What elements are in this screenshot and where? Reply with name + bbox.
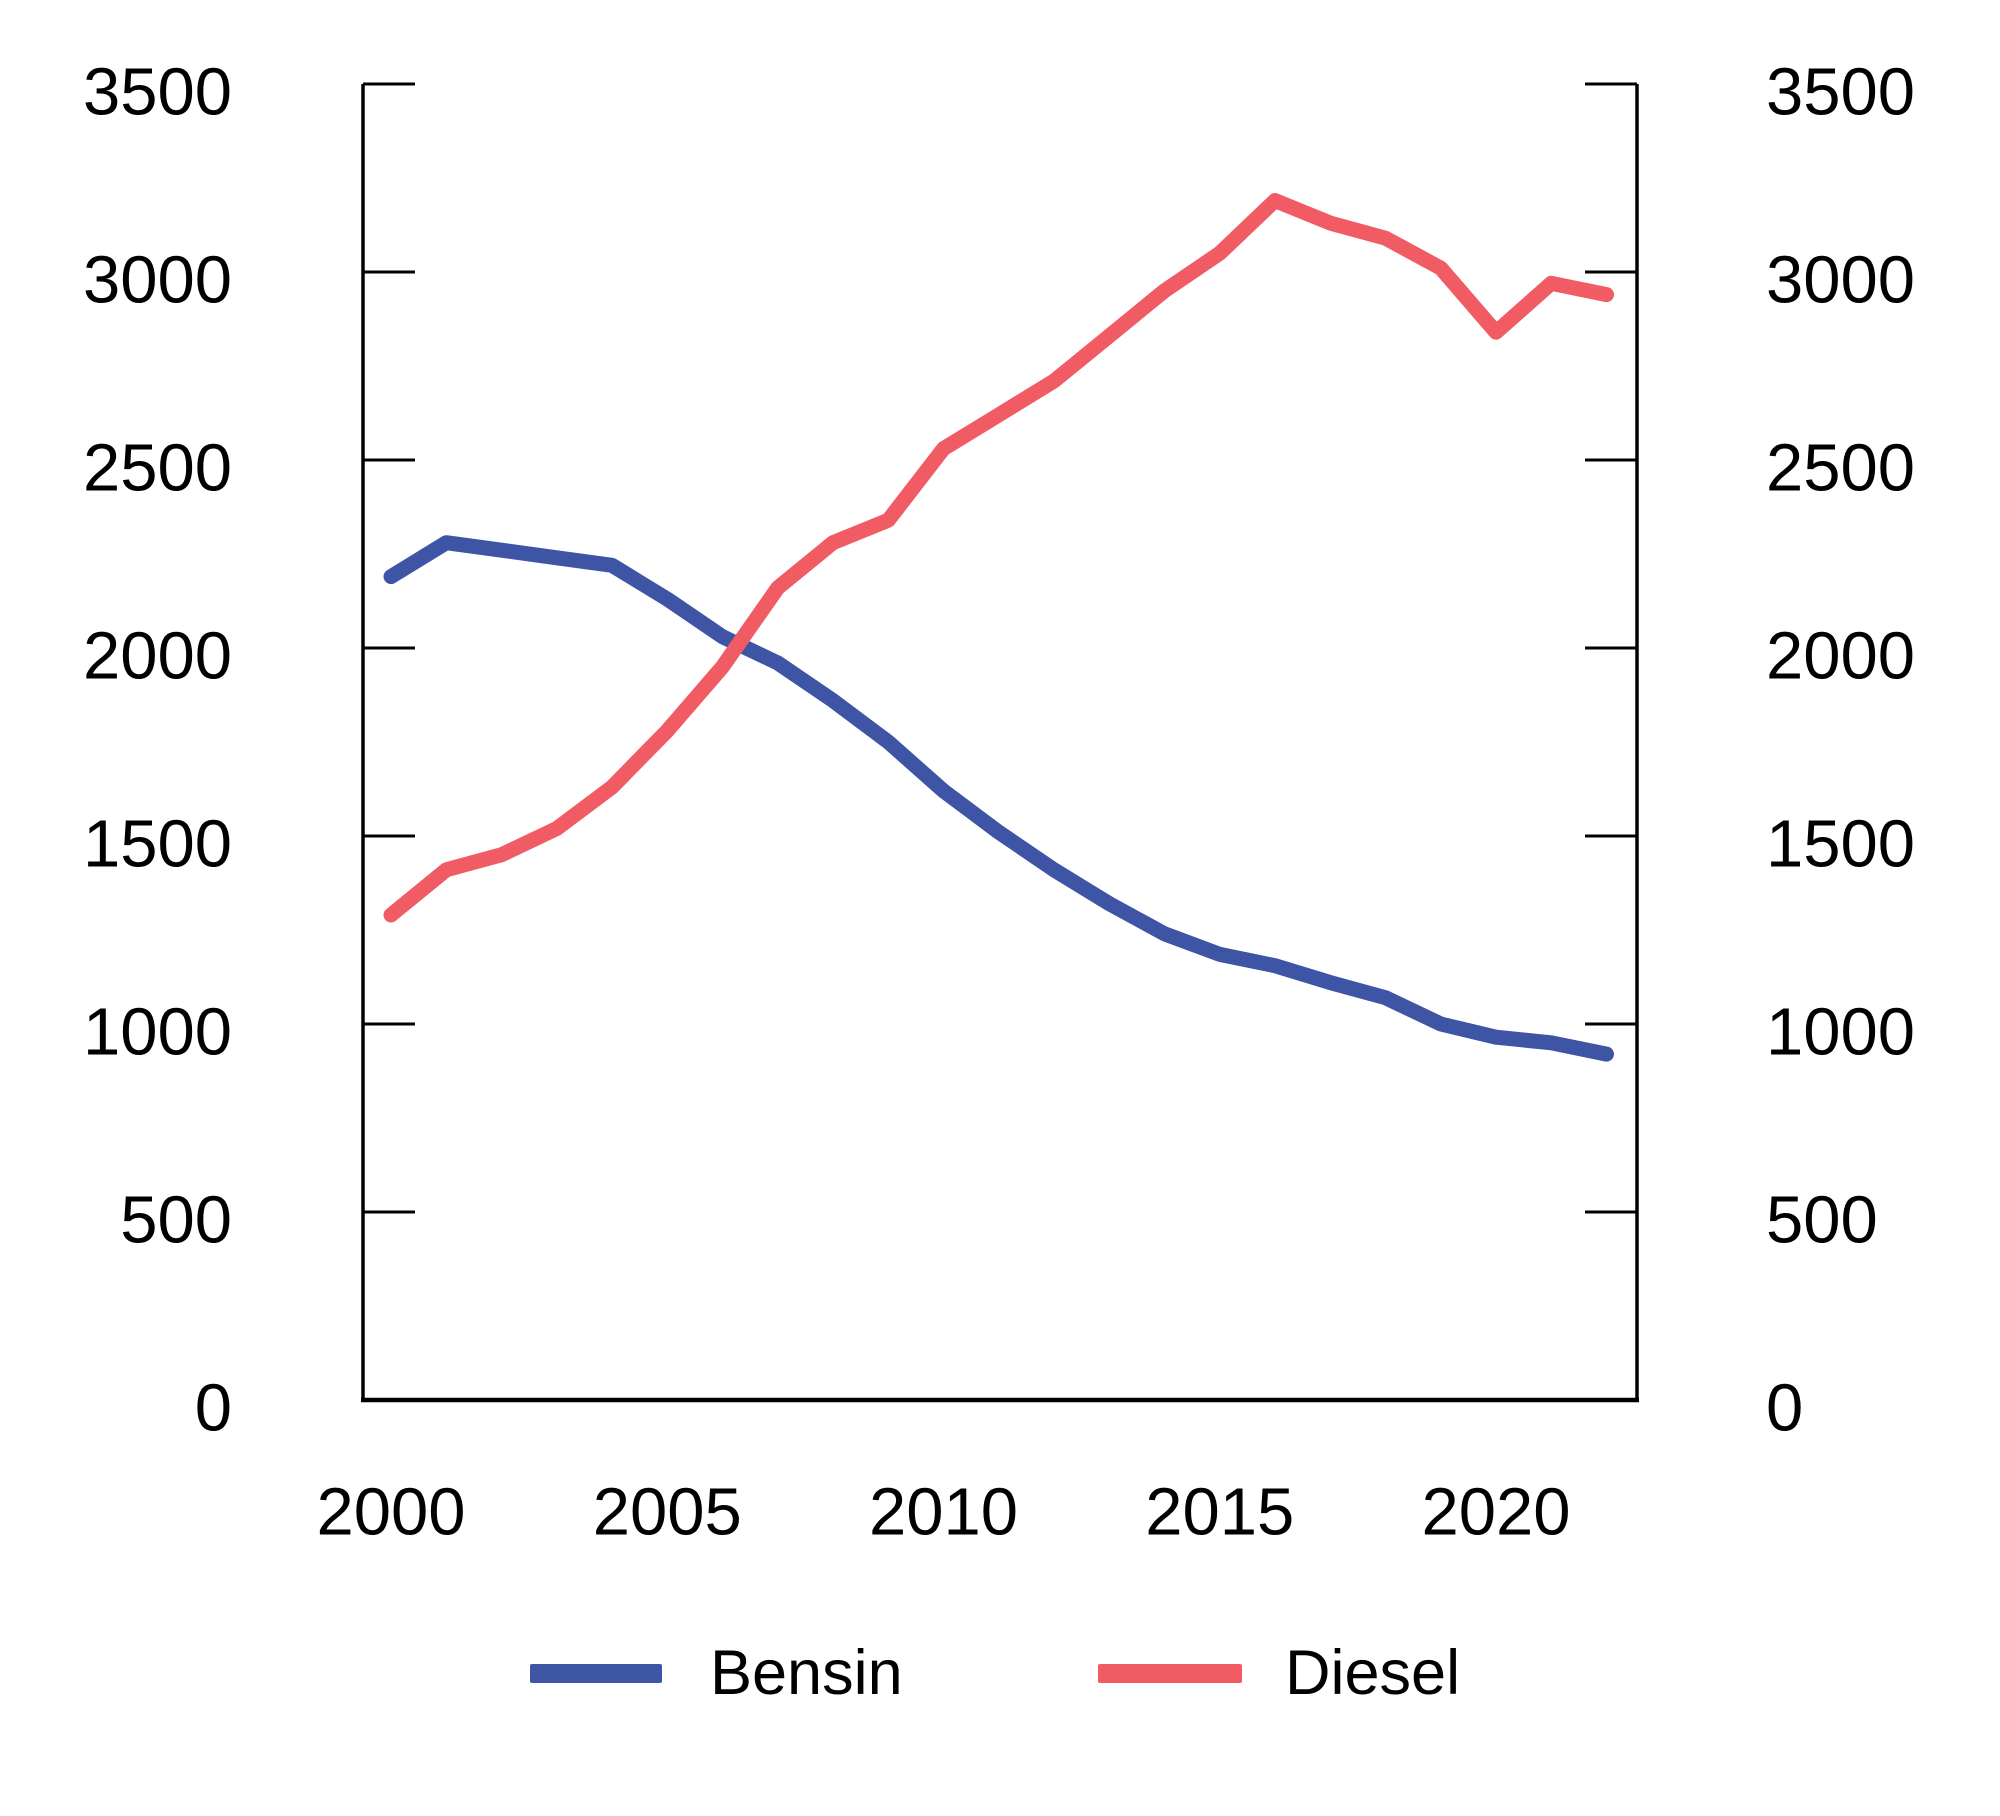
y-tick-label-right: 2500: [1766, 431, 1915, 506]
x-tick-label: 2005: [593, 1475, 742, 1550]
y-tick-label-left: 3000: [83, 243, 232, 318]
diesel-legend-swatch: [1098, 1663, 1242, 1683]
y-tick-label-left: 2000: [83, 619, 232, 694]
legend-item-bensin: Bensin: [530, 1638, 903, 1708]
y-tick-label-left: 1000: [83, 995, 232, 1070]
x-axis-labels: 2000 2005 2010 2015 2020: [316, 1475, 1570, 1550]
diesel-line: [383, 193, 1614, 923]
x-tick-label: 2000: [316, 1475, 465, 1550]
x-tick-label: 2015: [1145, 1475, 1294, 1550]
bensin-legend-label: Bensin: [710, 1638, 903, 1708]
x-tick-label: 2010: [869, 1475, 1018, 1550]
y-tick-label-left: 2500: [83, 431, 232, 506]
legend-item-diesel: Diesel: [1098, 1638, 1460, 1708]
data-series: [383, 193, 1614, 1062]
y-axis-right-labels: 0 500 1000 1500 2000 2500 3000 3500: [1766, 55, 1915, 1446]
y-axis-left-ticks: [363, 82, 415, 1214]
y-axis-right-ticks: [1585, 82, 1637, 1214]
y-tick-label-left: 3500: [83, 55, 232, 130]
bensin-legend-swatch: [530, 1663, 662, 1683]
axes: [361, 84, 1639, 1403]
y-tick-label-left: 0: [195, 1371, 232, 1446]
y-tick-label-right: 500: [1766, 1183, 1878, 1258]
y-tick-label-left: 500: [120, 1183, 232, 1258]
y-tick-label-right: 0: [1766, 1371, 1803, 1446]
x-tick-label: 2020: [1421, 1475, 1570, 1550]
y-tick-label-left: 1500: [83, 807, 232, 882]
diesel-legend-label: Diesel: [1285, 1638, 1461, 1708]
y-axis-left-labels: 0 500 1000 1500 2000 2500 3000 3500: [83, 55, 232, 1446]
bensin-line: [383, 535, 1614, 1062]
y-tick-label-right: 3500: [1766, 55, 1915, 130]
y-tick-label-right: 2000: [1766, 619, 1915, 694]
y-tick-label-right: 1000: [1766, 995, 1915, 1070]
y-tick-label-right: 1500: [1766, 807, 1915, 882]
y-tick-label-right: 3000: [1766, 243, 1915, 318]
